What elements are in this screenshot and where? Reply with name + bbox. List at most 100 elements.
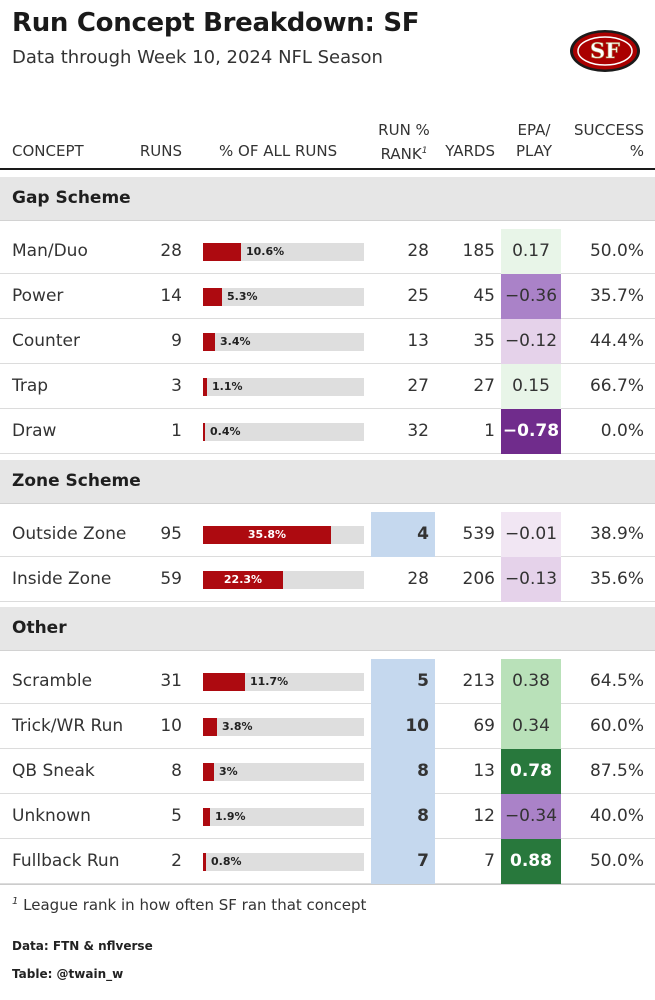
yards-value: 185 (462, 241, 495, 261)
yards-value: 27 (473, 376, 495, 396)
pct-bar-track: 35.8% (203, 526, 364, 544)
epa-value: 0.34 (501, 704, 561, 749)
pct-label: 3% (219, 765, 238, 778)
runs-value: 95 (160, 524, 182, 544)
table-row: Outside Zone 95 35.8% 4 539 −0.01 38.9% (0, 512, 655, 557)
runs-value: 3 (171, 376, 182, 396)
success-value: 0.0% (600, 421, 644, 441)
pct-bar (203, 808, 210, 826)
pct-label: 0.8% (211, 855, 242, 868)
table-row: Trick/WR Run 10 3.8% 10 69 0.34 60.0% (0, 704, 655, 749)
success-value: 50.0% (589, 851, 644, 871)
pct-bar (203, 423, 205, 441)
yards-value: 45 (473, 286, 495, 306)
runs-value: 10 (160, 716, 182, 736)
pct-bar (203, 763, 214, 781)
rank-value: 4 (371, 512, 435, 557)
epa-value: 0.78 (501, 749, 561, 794)
group-header: Zone Scheme (0, 460, 655, 504)
pct-label: 3.4% (220, 335, 251, 348)
header-yards: YARDS (445, 142, 495, 160)
concept-name: Draw (12, 421, 57, 441)
concept-name: Scramble (12, 671, 93, 691)
data-source: Data: FTN & nflverse (12, 939, 153, 953)
epa-value: −0.34 (501, 794, 561, 839)
runs-value: 31 (160, 671, 182, 691)
pct-bar (203, 333, 215, 351)
concept-name: Counter (12, 331, 80, 351)
pct-label: 5.3% (227, 290, 258, 303)
footer-divider (0, 884, 655, 885)
pct-bar-track: 11.7% (203, 673, 364, 691)
header-success-line2: % (629, 142, 644, 160)
header-pct: % OF ALL RUNS (219, 142, 338, 160)
rank-value: 10 (371, 704, 435, 749)
table-row: Draw 1 0.4% 32 1 −0.78 0.0% (0, 409, 655, 454)
epa-value: 0.38 (501, 659, 561, 704)
footnote: 1 League rank in how often SF ran that c… (12, 896, 367, 914)
table-row: Inside Zone 59 22.3% 28 206 −0.13 35.6% (0, 557, 655, 602)
success-value: 66.7% (589, 376, 644, 396)
group-header: Other (0, 607, 655, 651)
pct-bar-track: 0.4% (203, 423, 364, 441)
header-rank-line1: RUN % (378, 121, 430, 139)
pct-bar (203, 378, 207, 396)
table-row: Scramble 31 11.7% 5 213 0.38 64.5% (0, 659, 655, 704)
concept-name: Inside Zone (12, 569, 112, 589)
pct-bar-track: 5.3% (203, 288, 364, 306)
yards-value: 539 (462, 524, 495, 544)
yards-value: 1 (484, 421, 495, 441)
pct-bar (203, 571, 283, 589)
yards-value: 69 (473, 716, 495, 736)
table-row: Counter 9 3.4% 13 35 −0.12 44.4% (0, 319, 655, 364)
header-runs: RUNS (139, 142, 182, 160)
rank-value: 32 (407, 421, 429, 441)
rank-value: 8 (371, 794, 435, 839)
epa-value: −0.13 (501, 557, 561, 602)
pct-bar-track: 3% (203, 763, 364, 781)
header-success-line1: SUCCESS (574, 121, 644, 139)
sf-49ers-logo: SF (570, 30, 640, 72)
success-value: 35.6% (589, 569, 644, 589)
pct-bar (203, 853, 206, 871)
success-value: 60.0% (589, 716, 644, 736)
pct-label: 1.9% (215, 810, 246, 823)
concept-name: Trick/WR Run (12, 716, 124, 736)
rank-value: 8 (371, 749, 435, 794)
pct-label: 35.8% (247, 528, 287, 541)
chart-subtitle: Data through Week 10, 2024 NFL Season (12, 47, 383, 68)
group-name: Gap Scheme (12, 188, 131, 208)
success-value: 50.0% (589, 241, 644, 261)
success-value: 87.5% (589, 761, 644, 781)
rank-value: 27 (407, 376, 429, 396)
table-row: Fullback Run 2 0.8% 7 7 0.88 50.0% (0, 839, 655, 884)
concept-name: Fullback Run (12, 851, 120, 871)
success-value: 35.7% (589, 286, 644, 306)
epa-value: −0.01 (501, 512, 561, 557)
yards-value: 213 (462, 671, 495, 691)
pct-bar-track: 3.8% (203, 718, 364, 736)
table-row: Unknown 5 1.9% 8 12 −0.34 40.0% (0, 794, 655, 839)
pct-label: 10.6% (246, 245, 285, 258)
pct-bar (203, 288, 222, 306)
runs-value: 9 (171, 331, 182, 351)
table-header: CONCEPT RUNS % OF ALL RUNS RUN % RANK1 Y… (0, 110, 655, 170)
yards-value: 7 (484, 851, 495, 871)
runs-value: 28 (160, 241, 182, 261)
pct-bar (203, 718, 217, 736)
header-epa-line1: EPA/ (517, 121, 551, 139)
pct-label: 3.8% (222, 720, 253, 733)
concept-name: Outside Zone (12, 524, 127, 544)
pct-bar-track: 1.1% (203, 378, 364, 396)
svg-text:SF: SF (590, 38, 620, 63)
epa-value: 0.15 (501, 364, 561, 409)
epa-value: −0.36 (501, 274, 561, 319)
header-epa-line2: PLAY (515, 142, 552, 160)
concept-name: Unknown (12, 806, 91, 826)
runs-value: 1 (171, 421, 182, 441)
header-rank: RUN % RANK1 (368, 120, 440, 165)
table-row: Power 14 5.3% 25 45 −0.36 35.7% (0, 274, 655, 319)
pct-bar (203, 526, 331, 544)
epa-value: −0.78 (501, 409, 561, 454)
concept-name: Power (12, 286, 64, 306)
